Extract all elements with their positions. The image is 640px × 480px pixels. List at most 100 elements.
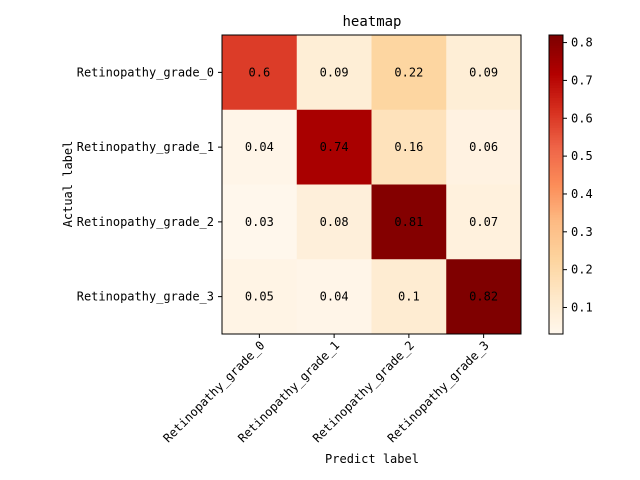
chart-title: heatmap xyxy=(342,14,401,30)
heatmap-cell xyxy=(296,259,372,335)
colorbar-segment xyxy=(549,99,563,103)
colorbar-segment xyxy=(549,37,563,41)
colorbar-segment xyxy=(549,249,563,253)
colorbar-segment xyxy=(549,169,563,173)
colorbar-segment xyxy=(549,35,563,39)
colorbar-segment xyxy=(549,304,563,308)
cell-value-label: 0.07 xyxy=(469,215,498,229)
colorbar-segment xyxy=(549,72,563,76)
cell-value-label: 0.81 xyxy=(394,215,423,229)
colorbar-segment xyxy=(549,209,563,213)
colorbar-segment xyxy=(549,182,563,186)
colorbar-segment xyxy=(549,164,563,168)
colorbar-segment xyxy=(549,229,563,233)
colorbar-segment xyxy=(549,261,563,265)
colorbar-segment xyxy=(549,47,563,51)
cell-value-label: 0.04 xyxy=(245,140,274,154)
colorbar-segment xyxy=(549,174,563,178)
colorbar-segment xyxy=(549,122,563,126)
colorbar-segment xyxy=(549,241,563,245)
colorbar-segment xyxy=(549,144,563,148)
colorbar-segment xyxy=(549,309,563,313)
colorbar-segment xyxy=(549,39,563,44)
colorbar-segment xyxy=(549,186,563,191)
colorbar-segment xyxy=(549,97,563,101)
cell-value-label: 0.22 xyxy=(394,65,423,79)
cell-value-label: 0.82 xyxy=(469,290,498,304)
colorbar-tick-label: 0.3 xyxy=(571,225,593,239)
colorbar-segment xyxy=(549,92,563,96)
colorbar-segment xyxy=(549,331,563,335)
colorbar-segment xyxy=(549,321,563,325)
colorbar-segment xyxy=(549,239,563,243)
colorbar-segment xyxy=(549,134,563,138)
colorbar-segment xyxy=(549,149,563,153)
colorbar-segment xyxy=(549,139,563,143)
heatmap-cell xyxy=(446,35,522,111)
plot-frame xyxy=(221,34,522,335)
heatmap-cell xyxy=(446,184,522,260)
colorbar-segment xyxy=(549,42,563,46)
cell-value-label: 0.09 xyxy=(320,65,349,79)
y-tick-label: Retinopathy_grade_1 xyxy=(77,140,214,154)
colorbar-segment xyxy=(549,167,563,171)
colorbar-segment xyxy=(549,214,563,218)
colorbar-segment xyxy=(549,236,563,240)
colorbar-segment xyxy=(549,221,563,225)
colorbar-segment xyxy=(549,142,563,146)
colorbar-segment xyxy=(549,319,563,323)
heatmap-cell xyxy=(296,35,372,111)
colorbar-segment xyxy=(549,104,563,108)
heatmap-cell xyxy=(296,184,372,260)
heatmap-cell xyxy=(446,109,522,185)
heatmap-cell xyxy=(222,259,298,335)
colorbar-segment xyxy=(549,274,563,278)
colorbar-tick-label: 0.7 xyxy=(571,73,593,87)
y-tick-label: Retinopathy_grade_3 xyxy=(77,290,214,304)
colorbar-tick-label: 0.1 xyxy=(571,301,593,315)
cell-value-label: 0.06 xyxy=(469,140,498,154)
x-axis-label: Predict label xyxy=(325,452,419,466)
colorbar-segment xyxy=(549,204,563,208)
colorbar-segment xyxy=(549,244,563,248)
colorbar-segment xyxy=(549,112,563,116)
cell-value-label: 0.08 xyxy=(320,215,349,229)
colorbar-segment xyxy=(549,324,563,328)
colorbar-segment xyxy=(549,289,563,293)
colorbar-segment xyxy=(549,196,563,201)
colorbar-segment xyxy=(549,89,563,93)
colorbar-segment xyxy=(549,194,563,198)
colorbar-segment xyxy=(549,281,563,285)
colorbar-segment xyxy=(549,326,563,330)
colorbar-segment xyxy=(549,67,563,71)
colorbar-segment xyxy=(549,119,563,123)
y-tick-label: Retinopathy_grade_0 xyxy=(77,65,214,79)
y-axis-label: Actual label xyxy=(61,141,75,228)
colorbar-segment xyxy=(549,189,563,193)
colorbar-segment xyxy=(549,102,563,106)
colorbar-frame xyxy=(548,34,564,335)
heatmap-cell xyxy=(371,109,447,185)
colorbar-segment xyxy=(549,231,563,235)
colorbar-segment xyxy=(549,234,563,238)
colorbar-segment xyxy=(549,132,563,136)
colorbar-segment xyxy=(549,107,563,111)
cell-value-label: 0.74 xyxy=(320,140,349,154)
colorbar-segment xyxy=(549,69,563,73)
colorbar-tick-label: 0.6 xyxy=(571,111,593,125)
heatmap-cell xyxy=(222,184,298,260)
colorbar-segment xyxy=(549,137,563,141)
colorbar-segment xyxy=(549,84,563,88)
colorbar-segment xyxy=(549,117,563,121)
cell-value-label: 0.04 xyxy=(320,290,349,304)
colorbar-segment xyxy=(549,94,563,98)
colorbar-segment xyxy=(549,124,563,128)
colorbar-segment xyxy=(549,172,563,176)
cell-value-label: 0.09 xyxy=(469,65,498,79)
colorbar-segment xyxy=(549,82,563,86)
colorbar-segment xyxy=(549,314,563,318)
colorbar-segment xyxy=(549,64,563,68)
colorbar-segment xyxy=(549,184,563,188)
colorbar-segment xyxy=(549,266,563,270)
